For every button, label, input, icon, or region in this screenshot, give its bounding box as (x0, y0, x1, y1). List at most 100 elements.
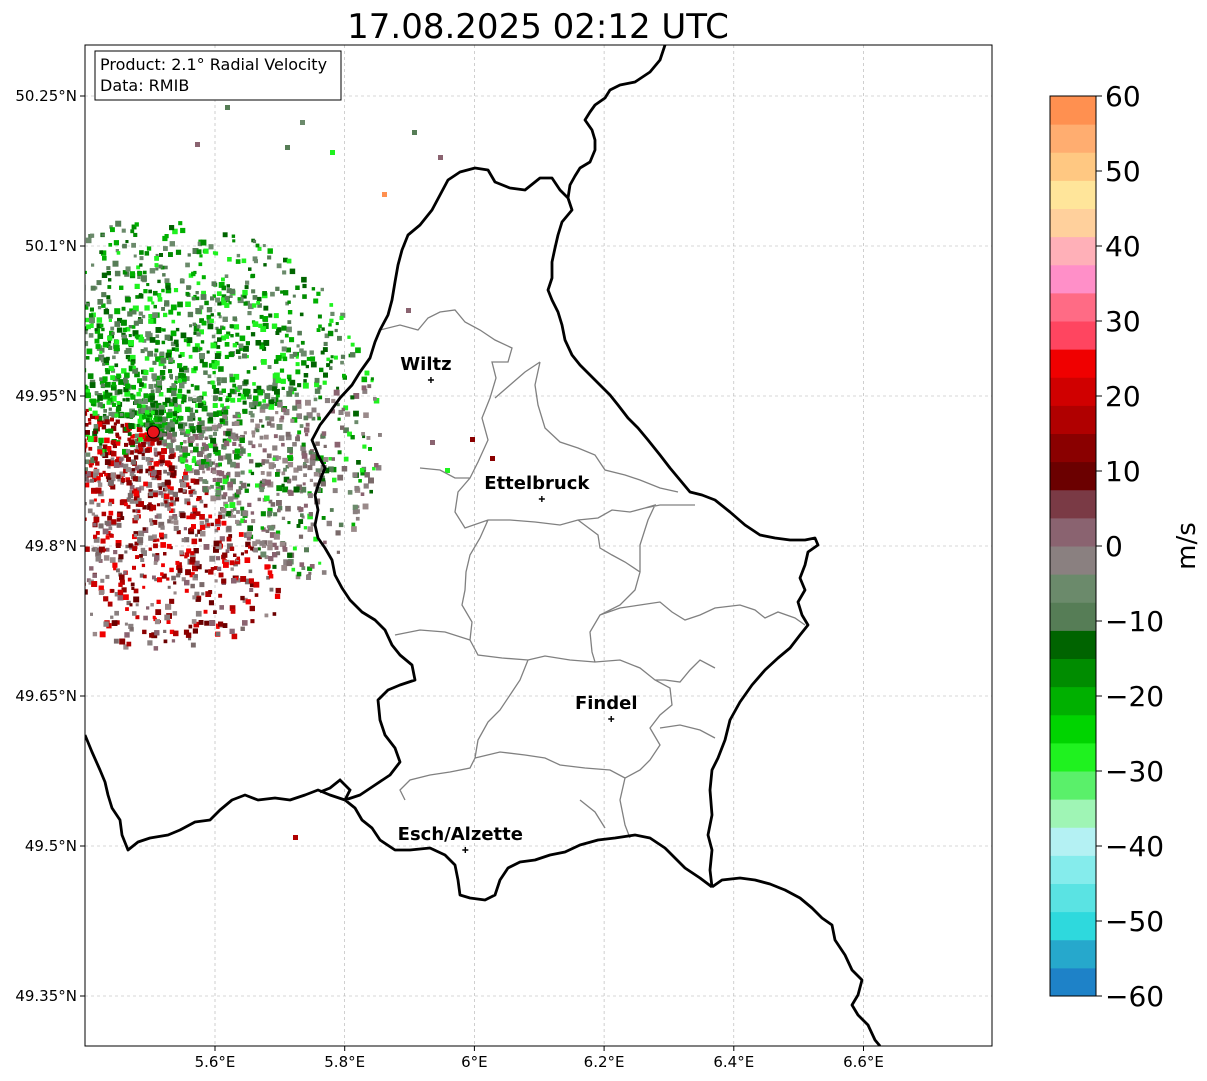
canton-boundaries (379, 309, 806, 839)
city-label: Ettelbruck (484, 473, 590, 494)
colorbar-cell (1050, 124, 1096, 153)
colorbar: 60 50 40 30 20 10 0 −10 −20 −30 −40 −50 −60 m/s (1049, 80, 1202, 1013)
tick-label-lon: 6.2°E (584, 1053, 625, 1071)
city-marker (427, 377, 434, 383)
city-label: Wiltz (400, 354, 451, 375)
colorbar-cell (1050, 771, 1096, 800)
echo-outlier (293, 835, 298, 840)
city-marker (462, 847, 469, 853)
colorbar-cell (1050, 799, 1096, 828)
colorbar-cell (1050, 714, 1096, 744)
colorbar-tick-label: −50 (1105, 905, 1164, 938)
echo-outlier (195, 142, 200, 147)
colorbar-cell (1050, 827, 1096, 856)
colorbar-cell (1050, 883, 1096, 913)
colorbar-cell (1050, 208, 1096, 238)
tick-label-lon: 5.8°E (324, 1053, 365, 1071)
colorbar-cell (1050, 546, 1096, 575)
tick-label-lon: 6.4°E (713, 1053, 754, 1071)
colorbar-cell (1050, 658, 1096, 688)
echo-outlier (382, 192, 387, 197)
info-box-frame (94, 50, 342, 101)
echo-outlier (445, 468, 450, 473)
axis-ticks: 50.25°N 50.1°N 49.95°N 49.8°N 49.65°N 49.5°N 4… (15, 87, 884, 1071)
echo-outlier (490, 456, 495, 461)
echo-outlier (330, 150, 335, 155)
radar-echoes (85, 105, 495, 840)
colorbar-tick-label: −60 (1105, 980, 1164, 1013)
colorbar-tick-label: −20 (1105, 680, 1164, 713)
colorbar-tick-label: 0 (1105, 530, 1123, 563)
colorbar-tick-label: 40 (1105, 230, 1141, 263)
echo-outlier (406, 308, 411, 313)
tick-label-lat: 49.35°N (15, 987, 77, 1005)
colorbar-cell (1050, 292, 1096, 322)
colorbar-tick-label: 60 (1105, 80, 1141, 113)
colorbar-cell (1050, 96, 1096, 125)
tick-label-lat: 49.65°N (15, 687, 77, 705)
info-data-text: Data: RMIB (100, 76, 189, 95)
colorbar-scale (1050, 96, 1096, 997)
country-border-west-stub (319, 778, 352, 801)
colorbar-cell (1050, 574, 1096, 603)
colorbar-cell (1050, 461, 1096, 491)
colorbar-cell (1050, 967, 1096, 997)
colorbar-tick-label: 50 (1105, 155, 1141, 188)
tick-label-lon: 6°E (461, 1053, 488, 1071)
city-marker (538, 496, 545, 502)
colorbar-ticks: 60 50 40 30 20 10 0 −10 −20 −30 −40 −50 −60 (1096, 80, 1164, 1013)
tick-label-lon: 6.6°E (843, 1053, 884, 1071)
city-marker (608, 716, 615, 722)
map-background (85, 45, 992, 1046)
colorbar-cell (1050, 517, 1096, 547)
colorbar-cell (1050, 152, 1096, 181)
colorbar-tick-label: 10 (1105, 455, 1141, 488)
colorbar-cell (1050, 433, 1096, 463)
info-box: Product: 2.1° Radial Velocity Data: RMIB (94, 50, 342, 101)
colorbar-cell (1050, 630, 1096, 660)
echo-outlier (300, 120, 305, 125)
colorbar-cell (1050, 939, 1096, 969)
figure-title: 17.08.2025 02:12 UTC (347, 7, 729, 47)
tick-label-lat: 49.5°N (25, 837, 77, 855)
radar-site-dot (146, 425, 160, 439)
colorbar-tick-label: −30 (1105, 755, 1164, 788)
tick-label-lon: 5.6°E (195, 1053, 236, 1071)
tick-label-lat: 49.8°N (25, 537, 77, 555)
city-label: Esch/Alzette (398, 824, 523, 845)
colorbar-cell (1050, 489, 1096, 519)
map-panel: Wiltz Ettelbruck Findel Esch/Alzette Produc… (15, 44, 993, 1071)
colorbar-cell (1050, 742, 1096, 772)
echo-outlier (225, 105, 230, 110)
colorbar-tick-label: 20 (1105, 380, 1141, 413)
echo-field (85, 105, 495, 840)
colorbar-cell (1050, 911, 1096, 941)
tick-label-lat: 49.95°N (15, 387, 77, 405)
colorbar-cell (1050, 321, 1096, 350)
colorbar-cell (1050, 602, 1096, 631)
echo-outlier (438, 155, 443, 160)
colorbar-cell (1050, 236, 1096, 266)
colorbar-cell (1050, 180, 1096, 210)
echo-outlier (470, 437, 475, 442)
colorbar-cell (1050, 855, 1096, 885)
colorbar-label: m/s (1172, 522, 1202, 570)
colorbar-tick-label: −40 (1105, 830, 1164, 863)
radar-site-marker (146, 425, 160, 439)
map-borders (85, 45, 882, 1046)
country-border-luxembourg (85, 45, 882, 1046)
info-product-text: Product: 2.1° Radial Velocity (100, 55, 327, 74)
colorbar-tick-label: −10 (1105, 605, 1164, 638)
city-labels: Wiltz Ettelbruck Findel Esch/Alzette (398, 354, 638, 853)
tick-label-lat: 50.25°N (15, 87, 77, 105)
colorbar-cell (1050, 264, 1096, 294)
tick-label-lat: 50.1°N (25, 237, 77, 255)
colorbar-cell (1050, 405, 1096, 435)
echo-outlier (285, 145, 290, 150)
colorbar-cell (1050, 377, 1096, 406)
echo-outlier (430, 440, 435, 445)
colorbar-cell (1050, 686, 1096, 716)
colorbar-cell (1050, 349, 1096, 378)
